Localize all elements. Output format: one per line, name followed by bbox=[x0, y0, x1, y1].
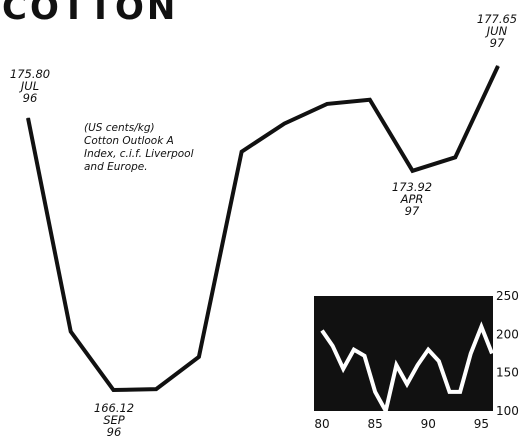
main-point-11 bbox=[497, 65, 499, 67]
chart-title: COTTON bbox=[2, 0, 179, 28]
annotation-sep96-year: 96 bbox=[106, 425, 122, 439]
inset-xtick-95: 95 bbox=[474, 417, 489, 431]
annotation-apr97-month: APR bbox=[400, 192, 424, 206]
note-line-4: and Europe. bbox=[84, 161, 148, 173]
annotation-jun97-month: JUN bbox=[486, 24, 508, 38]
annotation-jul96-year: 96 bbox=[22, 91, 38, 105]
main-point-4 bbox=[198, 356, 200, 358]
inset-xtick-85: 85 bbox=[367, 417, 382, 431]
annotation-jul96: 175.80 JUL 96 bbox=[4, 68, 56, 104]
main-series-line bbox=[26, 65, 500, 393]
main-point-1 bbox=[70, 331, 72, 333]
main-point-0 bbox=[27, 117, 29, 119]
main-point-3 bbox=[155, 388, 157, 390]
inset-ytick-150: 150 bbox=[496, 366, 519, 380]
inset-background bbox=[314, 296, 493, 411]
annotation-jun97-year: 97 bbox=[489, 36, 505, 50]
note-line-2: Cotton Outlook A bbox=[84, 135, 174, 147]
annotation-apr97: 173.92 APR 97 bbox=[384, 181, 440, 217]
inset-ytick-100: 100 bbox=[496, 404, 519, 418]
annotation-apr97-value: 173.92 bbox=[391, 180, 433, 194]
inset-xtick-80: 80 bbox=[314, 417, 329, 431]
main-point-5 bbox=[241, 151, 243, 153]
annotation-sep96-month: SEP bbox=[103, 413, 125, 427]
annotation-apr97-year: 97 bbox=[404, 204, 420, 218]
note-line-3: Index, c.i.f. Liverpool bbox=[84, 148, 194, 160]
main-point-10 bbox=[454, 156, 456, 158]
main-point-8 bbox=[369, 99, 371, 101]
annotation-sep96-value: 166.12 bbox=[93, 401, 135, 415]
main-point-6 bbox=[283, 123, 285, 125]
main-point-7 bbox=[326, 103, 328, 105]
main-point-9 bbox=[412, 170, 414, 172]
main-point-2 bbox=[112, 389, 114, 391]
inset-series-line bbox=[320, 321, 494, 417]
annotation-sep96: 166.12 SEP 96 bbox=[86, 402, 142, 438]
annotation-jul96-month: JUL bbox=[20, 79, 40, 93]
inset-xtick-90: 90 bbox=[421, 417, 436, 431]
annotation-jun97: 177.65 JUN 97 bbox=[470, 13, 524, 49]
annotation-jul96-value: 175.80 bbox=[9, 67, 51, 81]
inset-ytick-250: 250 bbox=[496, 289, 519, 303]
annotation-jun97-value: 177.65 bbox=[476, 12, 518, 26]
chart-note: (US cents/kg) Cotton Outlook A Index, c.… bbox=[84, 122, 214, 174]
note-line-1: (US cents/kg) bbox=[84, 122, 155, 134]
inset-ytick-200: 200 bbox=[496, 327, 519, 341]
